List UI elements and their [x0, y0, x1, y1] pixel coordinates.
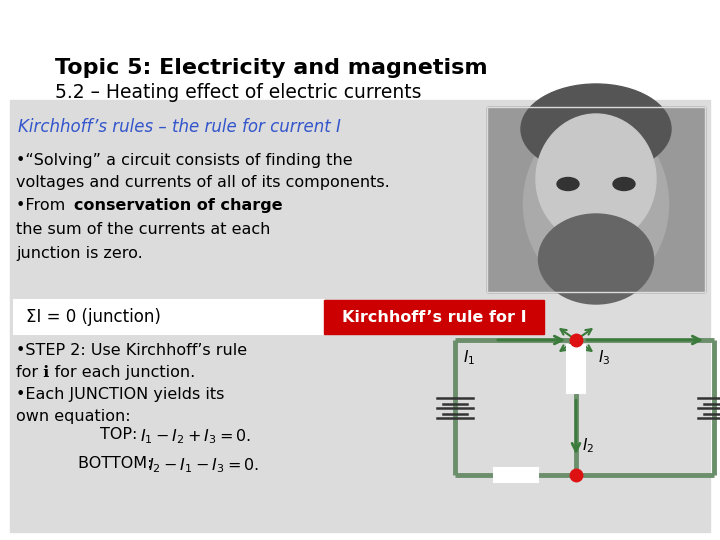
Text: $\mathit{I}_1 - \mathit{I}_2 + \mathit{I}_3 = 0.$: $\mathit{I}_1 - \mathit{I}_2 + \mathit{I…: [140, 427, 251, 446]
Text: BOTTOM:: BOTTOM:: [78, 456, 158, 471]
Text: junction is zero.: junction is zero.: [16, 246, 143, 261]
Bar: [493, 468, 538, 482]
Text: the sum of the currents at each: the sum of the currents at each: [16, 222, 271, 237]
Text: •“Solving” a circuit consists of finding the: •“Solving” a circuit consists of finding…: [16, 153, 353, 168]
Text: Kirchhoff’s rule for I: Kirchhoff’s rule for I: [342, 309, 526, 325]
Text: $\mathit{I}_3$: $\mathit{I}_3$: [598, 348, 611, 367]
Bar: [487, 107, 705, 292]
Bar: [14, 300, 324, 334]
Text: $\mathit{I}_2$: $\mathit{I}_2$: [582, 436, 594, 455]
Text: 5.2 – Heating effect of electric currents: 5.2 – Heating effect of electric current…: [55, 83, 421, 102]
Text: •STEP 2: Use Kirchhoff’s rule: •STEP 2: Use Kirchhoff’s rule: [16, 343, 247, 358]
Ellipse shape: [523, 117, 668, 292]
Text: Kirchhoff’s rules – the rule for current I: Kirchhoff’s rules – the rule for current…: [18, 118, 341, 136]
Text: own equation:: own equation:: [16, 409, 130, 424]
Text: voltages and currents of all of its components.: voltages and currents of all of its comp…: [16, 175, 390, 190]
Text: •Each JUNCTION yields its: •Each JUNCTION yields its: [16, 387, 225, 402]
Text: conservation of charge: conservation of charge: [74, 198, 283, 213]
Bar: [10, 100, 710, 532]
Bar: [487, 107, 705, 292]
Ellipse shape: [557, 178, 579, 191]
Bar: [487, 107, 705, 292]
Bar: [324, 300, 544, 334]
Text: •From: •From: [16, 198, 71, 213]
Text: $\mathit{I}_1$: $\mathit{I}_1$: [463, 348, 475, 367]
Ellipse shape: [613, 178, 635, 191]
Text: ΣI = 0 (junction): ΣI = 0 (junction): [26, 308, 161, 326]
Text: for ℹ for each junction.: for ℹ for each junction.: [16, 365, 195, 380]
Bar: [567, 345, 585, 393]
Ellipse shape: [521, 84, 671, 174]
Text: Topic 5: Electricity and magnetism: Topic 5: Electricity and magnetism: [55, 58, 487, 78]
Text: $\mathit{I}_2 - \mathit{I}_1 - \mathit{I}_3 = 0.$: $\mathit{I}_2 - \mathit{I}_1 - \mathit{I…: [148, 456, 259, 475]
Text: TOP:: TOP:: [100, 427, 143, 442]
Ellipse shape: [536, 114, 656, 244]
Ellipse shape: [539, 214, 654, 304]
